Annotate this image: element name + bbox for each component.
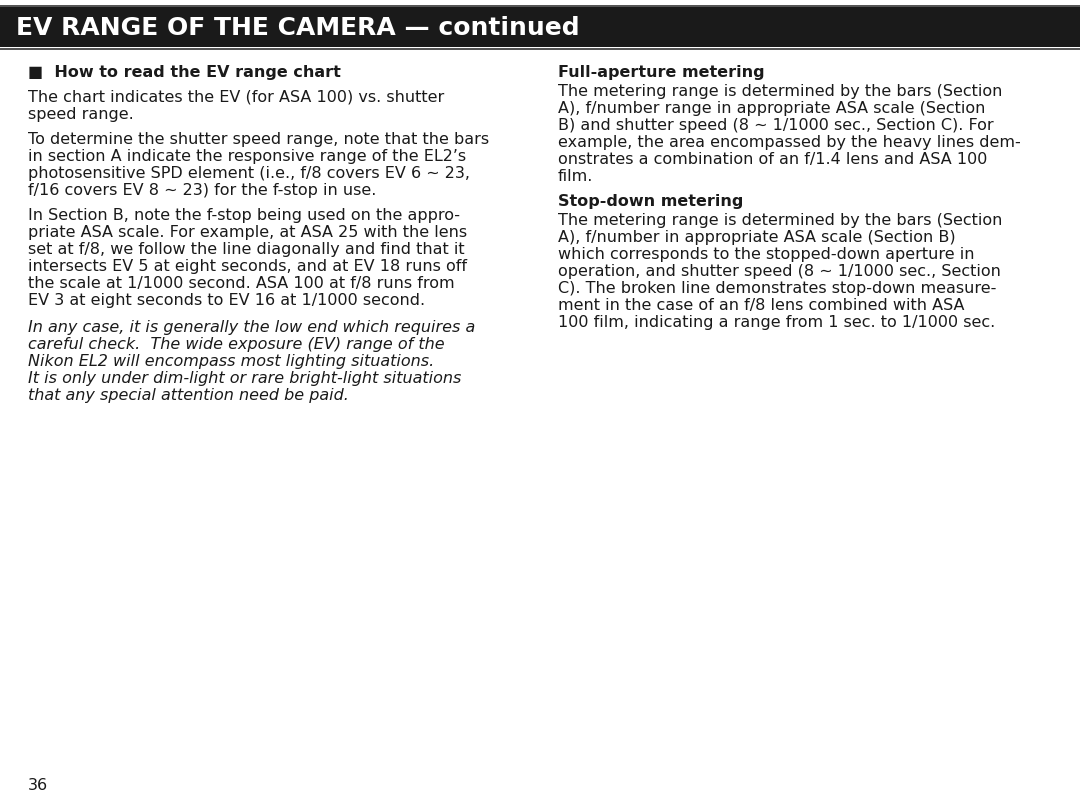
Text: B) and shutter speed (8 ∼ 1/1000 sec., Section C). For: B) and shutter speed (8 ∼ 1/1000 sec., S… — [558, 118, 994, 132]
Text: Stop-down metering: Stop-down metering — [558, 194, 743, 209]
Text: It is only under dim-light or rare bright-light situations: It is only under dim-light or rare brigh… — [28, 370, 461, 385]
Text: Full-aperture metering: Full-aperture metering — [558, 65, 765, 80]
Text: The metering range is determined by the bars (Section: The metering range is determined by the … — [558, 213, 1002, 228]
Text: film.: film. — [558, 169, 593, 184]
Text: The chart indicates the EV (for ASA 100) vs. shutter: The chart indicates the EV (for ASA 100)… — [28, 90, 444, 105]
Text: speed range.: speed range. — [28, 107, 134, 122]
Text: A), f/number range in appropriate ASA scale (Section: A), f/number range in appropriate ASA sc… — [558, 101, 985, 116]
Text: onstrates a combination of an f/1.4 lens and ASA 100: onstrates a combination of an f/1.4 lens… — [558, 152, 987, 167]
Text: photosensitive SPD element (i.e., f/8 covers EV 6 ∼ 23,: photosensitive SPD element (i.e., f/8 co… — [28, 165, 470, 181]
Text: the scale at 1/1000 second. ASA 100 at f/8 runs from: the scale at 1/1000 second. ASA 100 at f… — [28, 275, 455, 291]
Text: operation, and shutter speed (8 ∼ 1/1000 sec., Section: operation, and shutter speed (8 ∼ 1/1000… — [558, 263, 1001, 279]
Text: Nikon EL2 will encompass most lighting situations.: Nikon EL2 will encompass most lighting s… — [28, 353, 434, 369]
Text: The metering range is determined by the bars (Section: The metering range is determined by the … — [558, 84, 1002, 99]
Text: intersects EV 5 at eight seconds, and at EV 18 runs off: intersects EV 5 at eight seconds, and at… — [28, 259, 467, 274]
Text: EV 3 at eight seconds to EV 16 at 1/1000 second.: EV 3 at eight seconds to EV 16 at 1/1000… — [28, 292, 426, 308]
Text: ■  How to read the EV range chart: ■ How to read the EV range chart — [28, 65, 341, 80]
Text: set at f/8, we follow the line diagonally and find that it: set at f/8, we follow the line diagonall… — [28, 242, 464, 257]
Text: in section A indicate the responsive range of the EL2’s: in section A indicate the responsive ran… — [28, 149, 467, 164]
Text: that any special attention need be paid.: that any special attention need be paid. — [28, 388, 349, 402]
Text: f/16 covers EV 8 ∼ 23) for the f-stop in use.: f/16 covers EV 8 ∼ 23) for the f-stop in… — [28, 183, 376, 198]
Text: ment in the case of an f/8 lens combined with ASA: ment in the case of an f/8 lens combined… — [558, 298, 964, 312]
Text: To determine the shutter speed range, note that the bars: To determine the shutter speed range, no… — [28, 132, 489, 147]
Text: priate ASA scale. For example, at ASA 25 with the lens: priate ASA scale. For example, at ASA 25… — [28, 225, 468, 240]
Text: EV RANGE OF THE CAMERA — continued: EV RANGE OF THE CAMERA — continued — [16, 16, 580, 40]
Text: which corresponds to the stopped-down aperture in: which corresponds to the stopped-down ap… — [558, 247, 974, 262]
Text: 100 film, indicating a range from 1 sec. to 1/1000 sec.: 100 film, indicating a range from 1 sec.… — [558, 315, 996, 329]
Text: In any case, it is generally the low end which requires a: In any case, it is generally the low end… — [28, 320, 475, 335]
Text: C). The broken line demonstrates stop-down measure-: C). The broken line demonstrates stop-do… — [558, 281, 997, 296]
Text: careful check.  The wide exposure (EV) range of the: careful check. The wide exposure (EV) ra… — [28, 336, 445, 352]
Text: A), f/number in appropriate ASA scale (Section B): A), f/number in appropriate ASA scale (S… — [558, 230, 956, 245]
Bar — [0, 8, 1080, 48]
Text: 36: 36 — [28, 777, 49, 792]
Text: In Section B, note the f-stop being used on the appro-: In Section B, note the f-stop being used… — [28, 208, 460, 222]
Text: example, the area encompassed by the heavy lines dem-: example, the area encompassed by the hea… — [558, 135, 1021, 150]
